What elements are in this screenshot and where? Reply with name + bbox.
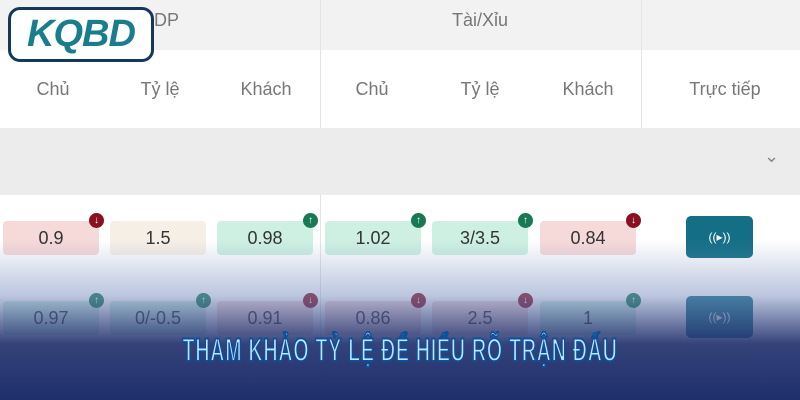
column-header: Chủ: [355, 79, 389, 99]
column-header: Khách: [240, 79, 292, 99]
arrow-up-icon: ↑: [411, 213, 426, 228]
gradient-overlay: [0, 240, 800, 400]
chevron-down-icon[interactable]: ⌄: [764, 146, 780, 166]
arrow-down-icon: ↓: [626, 213, 641, 228]
arrow-up-icon: ↑: [303, 213, 318, 228]
divider: [320, 0, 321, 128]
column-header: Tỷ lệ: [460, 79, 500, 99]
column-header: Khách: [562, 79, 614, 99]
arrow-up-icon: ↑: [518, 213, 533, 228]
arrow-down-icon: ↓: [89, 213, 104, 228]
kqbd-logo: KQBD: [8, 7, 154, 62]
column-header: Chủ: [36, 79, 70, 99]
divider: [641, 0, 642, 128]
column-header: Trực tiếp: [689, 79, 761, 99]
league-row[interactable]: [0, 128, 800, 195]
column-header: Tỷ lệ: [140, 79, 180, 99]
banner-title: THAM KHẢO TỶ LỆ ĐỂ HIỂU RÕ TRẬN ĐẤU: [182, 331, 618, 369]
logo-text: KQBD: [27, 13, 136, 55]
group-tai-xiu: Tài/Xỉu: [451, 10, 509, 30]
